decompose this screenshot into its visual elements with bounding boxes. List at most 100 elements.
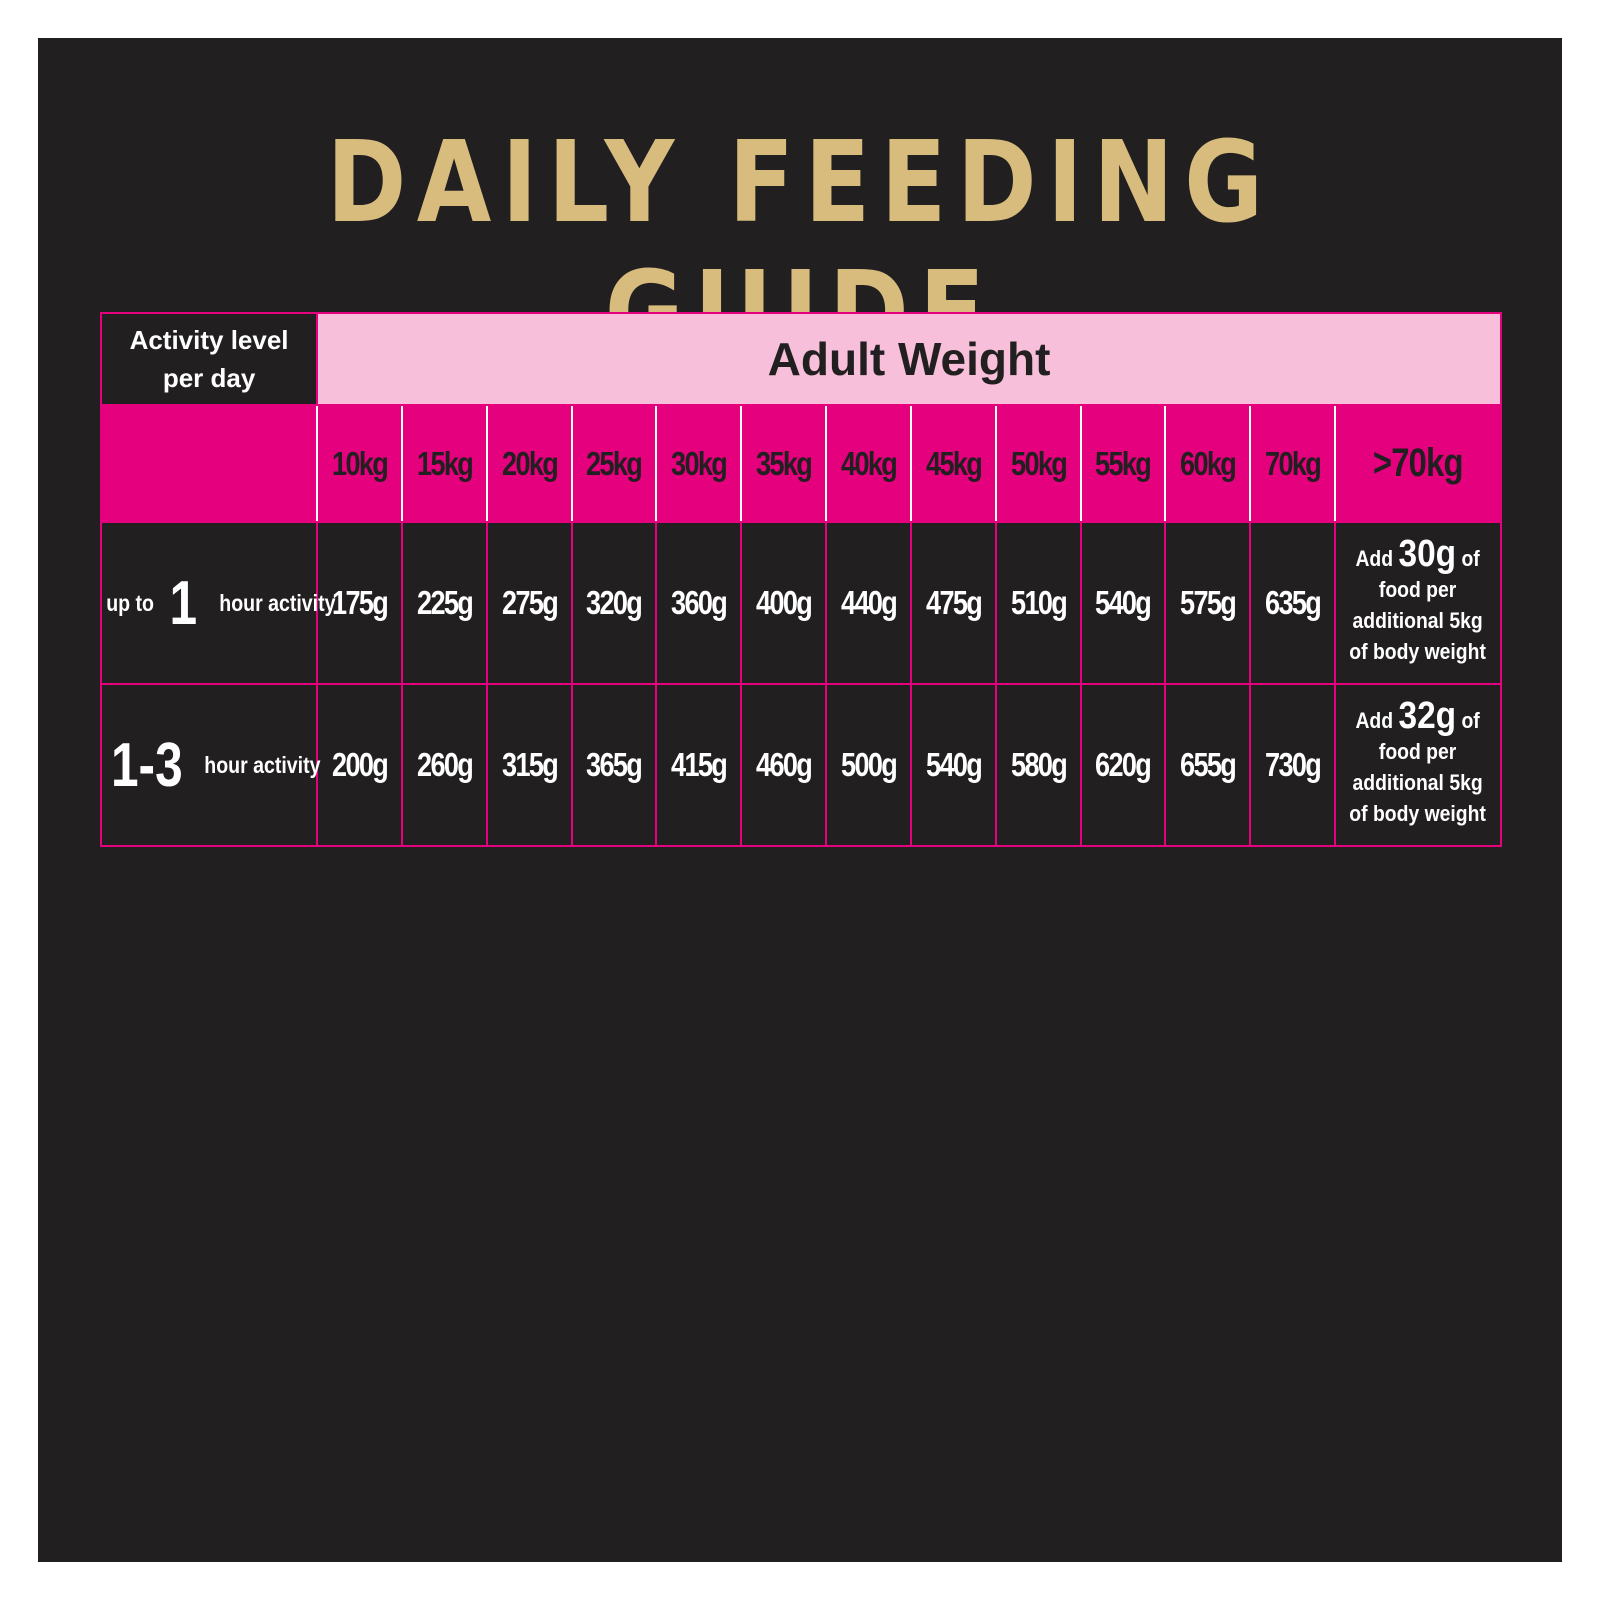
amount-cell: 360g — [655, 521, 743, 685]
activity-label-number: 1 — [169, 568, 198, 638]
activity-row-up-to-1-hour: up to 1 hour activity 175g 225g 275g 320g … — [99, 521, 1502, 685]
amount-cell: 580g — [994, 683, 1082, 847]
amount-value: 730g — [1265, 746, 1322, 783]
extra-add: Add — [1355, 546, 1394, 571]
amount-cell: 400g — [740, 521, 828, 685]
amount-value: 575g — [1180, 584, 1237, 621]
amount-value: 415g — [671, 746, 728, 783]
amount-value: 635g — [1265, 584, 1322, 621]
weight-label: >70kg — [1373, 441, 1464, 485]
amount-value: 275g — [501, 584, 559, 621]
weight-label: 40kg — [840, 444, 898, 482]
amount-value: 315g — [501, 746, 559, 783]
weight-row-blank-cell — [99, 404, 319, 523]
activity-label-cell: 1-3 hour activity — [99, 683, 320, 847]
amount-value: 475g — [925, 584, 983, 621]
extra-line2: food per — [1379, 577, 1457, 602]
amount-value: 200g — [331, 746, 389, 783]
weight-cell: 55kg — [1079, 404, 1167, 523]
amount-value: 440g — [840, 584, 898, 621]
weight-cell: 70kg — [1249, 404, 1337, 523]
activity-label: up to 1 hour activity — [102, 569, 345, 638]
weight-cell: 45kg — [909, 404, 997, 523]
amount-cell: 500g — [825, 683, 912, 847]
weight-cell: 50kg — [994, 404, 1082, 523]
activity-label-number: 1-3 — [110, 730, 183, 800]
amount-cell: 200g — [316, 683, 403, 847]
amount-cell: 315g — [485, 683, 573, 847]
amount-value: 540g — [925, 746, 983, 783]
extra-amount-note: Add 30g of food per additional 5kg of bo… — [1349, 535, 1487, 667]
amount-cell: 510g — [994, 521, 1082, 685]
amount-cell: 415g — [655, 683, 743, 847]
amount-value: 225g — [416, 584, 474, 621]
weight-cell: 10kg — [316, 404, 403, 523]
amount-value: 400g — [756, 584, 813, 621]
weight-cell: 15kg — [400, 404, 488, 523]
feeding-guide-table: Activity level per day Adult Weight 10kg… — [99, 312, 1502, 847]
extra-line3: additional 5kg — [1352, 770, 1484, 795]
amount-cell: 540g — [909, 683, 997, 847]
extra-line4: of body weight — [1349, 801, 1487, 826]
amount-value: 655g — [1180, 746, 1237, 783]
activity-label: 1-3 hour activity — [102, 731, 330, 800]
extra-add: Add — [1355, 708, 1394, 733]
weight-row: 10kg 15kg 20kg 25kg 30kg 35kg 40kg 45kg … — [99, 404, 1502, 523]
weight-label: 50kg — [1010, 444, 1068, 482]
extra-amount: 30g — [1398, 533, 1457, 575]
weight-label: 60kg — [1180, 444, 1237, 482]
amount-cell: 225g — [400, 521, 488, 685]
weight-label: 55kg — [1095, 444, 1152, 482]
amount-cell: 655g — [1164, 683, 1252, 847]
weight-label: 30kg — [671, 444, 728, 482]
amount-cell: 730g — [1249, 683, 1337, 847]
extra-of: of — [1461, 546, 1481, 571]
amount-value: 510g — [1010, 584, 1068, 621]
weight-label: 25kg — [586, 444, 643, 482]
amount-cell: 635g — [1249, 521, 1337, 685]
weight-cell-over-70: >70kg — [1334, 404, 1502, 523]
weight-label: 35kg — [756, 444, 813, 482]
amount-value: 620g — [1095, 746, 1152, 783]
amount-value: 360g — [671, 584, 728, 621]
weight-label: 10kg — [331, 444, 389, 482]
weight-cell: 30kg — [655, 404, 743, 523]
amount-value: 460g — [756, 746, 813, 783]
extra-amount-cell: Add 30g of food per additional 5kg of bo… — [1334, 521, 1502, 685]
extra-line4: of body weight — [1349, 639, 1487, 664]
activity-label-suffix: hour activity — [218, 589, 336, 616]
weight-cell: 60kg — [1164, 404, 1252, 523]
extra-line2: food per — [1379, 739, 1457, 764]
amount-value: 500g — [840, 746, 898, 783]
activity-label-cell: up to 1 hour activity — [99, 521, 335, 685]
amount-cell: 475g — [909, 521, 997, 685]
extra-line3: additional 5kg — [1352, 608, 1484, 633]
amount-cell: 460g — [740, 683, 828, 847]
extra-amount: 32g — [1398, 695, 1457, 737]
weight-label: 20kg — [501, 444, 559, 482]
amount-value: 175g — [331, 584, 389, 621]
adult-weight-header: Adult Weight — [316, 312, 1502, 406]
amount-cell: 320g — [570, 521, 658, 685]
amount-cell: 575g — [1164, 521, 1252, 685]
amount-cell: 540g — [1079, 521, 1167, 685]
activity-header-line2: per day — [162, 363, 256, 393]
weight-label: 15kg — [416, 444, 474, 482]
amount-value: 320g — [586, 584, 643, 621]
header-row: Activity level per day Adult Weight — [99, 312, 1502, 406]
activity-row-1-3-hours: 1-3 hour activity 200g 260g 315g 365g 415… — [99, 683, 1502, 847]
amount-value: 365g — [586, 746, 643, 783]
activity-header-line1: Activity level — [129, 325, 289, 355]
activity-label-prefix: up to — [106, 589, 154, 616]
extra-amount-cell: Add 32g of food per additional 5kg of bo… — [1334, 683, 1502, 847]
extra-of: of — [1461, 708, 1481, 733]
activity-level-header: Activity level per day — [99, 312, 319, 406]
amount-value: 580g — [1010, 746, 1068, 783]
weight-label: 70kg — [1265, 444, 1322, 482]
weight-cell: 20kg — [485, 404, 573, 523]
amount-cell: 440g — [825, 521, 912, 685]
weight-cell: 40kg — [825, 404, 912, 523]
amount-cell: 260g — [400, 683, 488, 847]
amount-cell: 365g — [570, 683, 658, 847]
weight-label: 45kg — [925, 444, 983, 482]
